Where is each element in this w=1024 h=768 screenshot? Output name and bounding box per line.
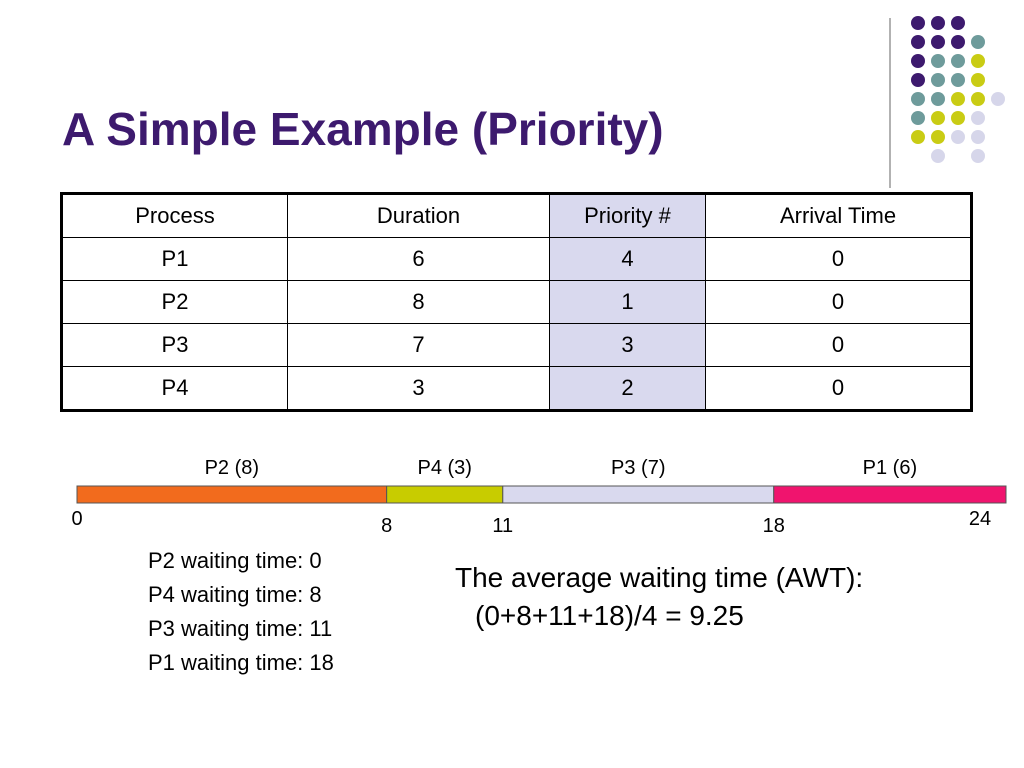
dot — [911, 54, 925, 68]
dot — [931, 54, 945, 68]
average-line: (0+8+11+18)/4 = 9.25 — [475, 600, 744, 631]
table-cell: P4 — [61, 366, 288, 411]
table-cell: 0 — [705, 280, 972, 324]
dot — [951, 73, 965, 87]
table-cell: P2 — [61, 280, 288, 324]
segment-label: P1 (6) — [863, 457, 917, 479]
time-label: 8 — [381, 515, 392, 537]
header-row: Process Duration Priority # Arrival Time — [61, 193, 972, 238]
dot — [951, 35, 965, 49]
dot — [931, 35, 945, 49]
dot — [951, 111, 965, 125]
dot — [931, 149, 945, 163]
dot — [931, 130, 945, 144]
dot — [911, 111, 925, 125]
table-row: P1 6 4 0 — [61, 237, 972, 281]
time-label: 24 — [969, 508, 991, 530]
dot — [911, 130, 925, 144]
header-cell: Priority # — [549, 193, 706, 238]
dot — [951, 54, 965, 68]
waiting-times: P2 waiting time: 0 P4 waiting time: 8 P3 w… — [148, 548, 334, 675]
dot — [911, 73, 925, 87]
dot — [971, 111, 985, 125]
table-row: P2 8 1 0 — [61, 280, 972, 324]
header-cell: Arrival Time — [705, 193, 972, 238]
dot — [911, 35, 925, 49]
header-cell: Process — [61, 193, 288, 238]
dot — [931, 111, 945, 125]
table-cell: 0 — [705, 323, 972, 367]
header-cell: Duration — [287, 193, 550, 238]
table-cell: P3 — [61, 323, 288, 367]
dot — [931, 92, 945, 106]
gantt-segment — [773, 485, 1007, 504]
dot — [951, 16, 965, 30]
table-cell: 8 — [287, 280, 550, 324]
table-cell: P1 — [61, 237, 288, 281]
table-cell: 0 — [705, 366, 972, 411]
dot — [911, 92, 925, 106]
decoration — [911, 16, 1005, 163]
time-label: 11 — [492, 515, 513, 537]
process-table: Process Duration Priority # Arrival Time… — [60, 192, 973, 412]
table-cell: 7 — [287, 323, 550, 367]
table-cell: 1 — [549, 280, 706, 324]
time-label: 0 — [71, 508, 82, 530]
dot — [971, 149, 985, 163]
dot — [931, 16, 945, 30]
waiting-time: P3 waiting time: 11 — [148, 616, 332, 641]
table-cell: 3 — [549, 323, 706, 367]
gantt-chart: P2 (8) P4 (3) P3 (7) P1 (6) 0 8 11 18 24 — [71, 457, 1007, 537]
table-cell: 3 — [287, 366, 550, 411]
time-label: 18 — [763, 515, 785, 537]
dot — [971, 35, 985, 49]
table-row: P4 3 2 0 — [61, 366, 972, 411]
dot — [991, 92, 1005, 106]
segment-label: P4 (3) — [417, 457, 471, 479]
segment-label: P3 (7) — [611, 457, 665, 479]
table-cell: 6 — [287, 237, 550, 281]
segment-label: P2 (8) — [205, 457, 259, 479]
waiting-time: P2 waiting time: 0 — [148, 548, 322, 573]
dot — [971, 73, 985, 87]
dot — [971, 130, 985, 144]
table-row: P3 7 3 0 — [61, 323, 972, 367]
dot — [971, 54, 985, 68]
dot — [971, 92, 985, 106]
dot — [911, 16, 925, 30]
table-cell: 2 — [549, 366, 706, 411]
slide-title: A Simple Example (Priority) — [62, 103, 664, 155]
table-cell: 4 — [549, 237, 706, 281]
waiting-time: P1 waiting time: 18 — [148, 650, 334, 675]
dot — [951, 92, 965, 106]
table-cell: 0 — [705, 237, 972, 281]
dot — [951, 130, 965, 144]
average-line: The average waiting time (AWT): — [455, 562, 863, 593]
gantt-segment — [76, 485, 388, 504]
gantt-segment — [502, 485, 775, 504]
gantt-segment — [386, 485, 504, 504]
dot — [931, 73, 945, 87]
waiting-time: P4 waiting time: 8 — [148, 582, 322, 607]
